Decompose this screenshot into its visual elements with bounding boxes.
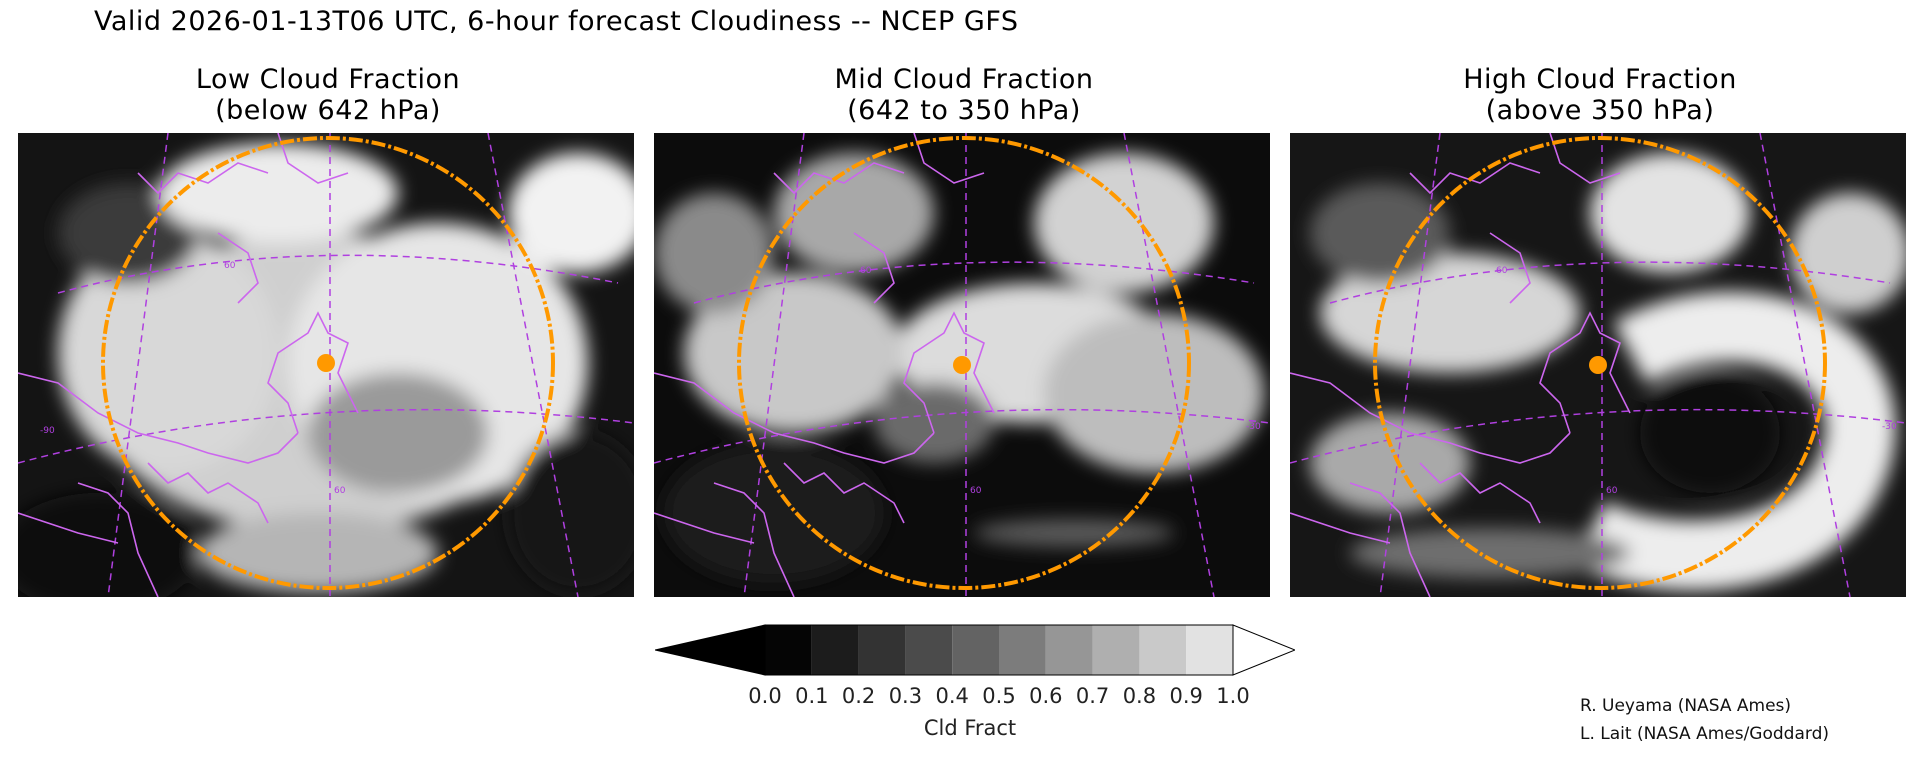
- map-mid-cloud: 60 60 -30: [654, 133, 1270, 597]
- colorbar-tick-label: 0.3: [888, 684, 923, 708]
- map-mid-cloud-svg: 60 60 -30: [654, 133, 1270, 597]
- colorbar-swatch: [765, 625, 812, 675]
- map-low-cloud: 60 60 -90: [18, 133, 634, 597]
- colorbar-tick-label: 0.0: [748, 684, 782, 708]
- colorbar-tick-label: 1.0: [1216, 684, 1250, 708]
- map-high-cloud-svg: 60 60 -30: [1290, 133, 1906, 597]
- main-title: Valid 2026-01-13T06 UTC, 6-hour forecast…: [94, 6, 1019, 37]
- extra-label-mid: -30: [1246, 422, 1261, 432]
- colorbar-tick-label: 0.9: [1169, 684, 1203, 708]
- map-low-cloud-svg: 60 60 -90: [18, 133, 634, 597]
- colorbar-tick-label: 0.1: [795, 684, 829, 708]
- colorbar-swatches: [765, 625, 1233, 675]
- colorbar-swatch: [1092, 625, 1140, 675]
- colorbar-tick-label: 0.4: [935, 684, 969, 708]
- colorbar-swatch: [952, 625, 999, 675]
- panel-title-high-line2: (above 350 hPa): [1485, 95, 1715, 126]
- credit-line-2: L. Lait (NASA Ames/Goddard): [1580, 724, 1829, 744]
- lat-label-high: 60: [1496, 266, 1508, 276]
- colorbar-swatch: [999, 625, 1046, 675]
- colorbar-swatch: [1186, 625, 1233, 675]
- colorbar-frame: [764, 624, 1234, 676]
- colorbar-label: Cld Fract: [923, 716, 1017, 740]
- colorbar-tick-label: 0.6: [1029, 684, 1063, 708]
- panel-title-mid: Mid Cloud Fraction (642 to 350 hPa): [654, 64, 1274, 126]
- panel-title-mid-line1: Mid Cloud Fraction: [834, 64, 1094, 95]
- colorbar-swatch: [905, 625, 953, 675]
- credit-line-1: R. Ueyama (NASA Ames): [1580, 696, 1792, 716]
- colorbar-tick-label: 0.8: [1122, 684, 1157, 708]
- colorbar-swatch: [811, 625, 859, 675]
- panel-title-high: High Cloud Fraction (above 350 hPa): [1290, 64, 1910, 126]
- panel-title-low: Low Cloud Fraction (below 642 hPa): [18, 64, 638, 126]
- colorbar-swatch: [1139, 625, 1187, 675]
- colorbar-tick-label: 0.7: [1075, 684, 1110, 708]
- lon-label-mid: 60: [970, 486, 982, 496]
- lat-label-mid: 60: [860, 266, 872, 276]
- colorbar-arrow-low: [655, 624, 766, 676]
- map-high-cloud: 60 60 -30: [1290, 133, 1906, 597]
- panel-title-mid-line2: (642 to 350 hPa): [847, 95, 1081, 126]
- colorbar-swatch: [858, 625, 906, 675]
- lon-label-high: 60: [1606, 486, 1618, 496]
- colorbar-tick-label: 0.5: [982, 684, 1016, 708]
- colorbar-tick-label: 0.2: [841, 684, 876, 708]
- extra-label-high: -30: [1882, 422, 1897, 432]
- panel-title-low-line2: (below 642 hPa): [215, 95, 441, 126]
- colorbar-arrow-high: [1232, 624, 1295, 676]
- panel-title-low-line1: Low Cloud Fraction: [195, 64, 461, 95]
- extra-label-low: -90: [40, 426, 55, 436]
- lat-label-low: 60: [224, 261, 236, 271]
- panel-title-high-line1: High Cloud Fraction: [1463, 64, 1737, 95]
- colorbar-swatch: [1045, 625, 1093, 675]
- colorbar: [655, 624, 1295, 676]
- lon-label-low: 60: [334, 486, 346, 496]
